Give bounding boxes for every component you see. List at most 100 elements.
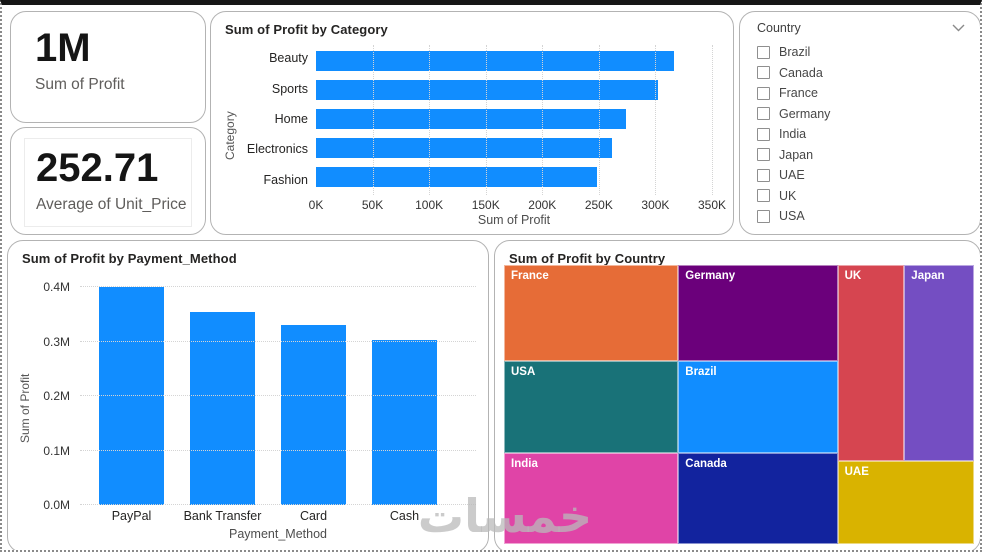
- treemap-tile-germany[interactable]: Germany: [678, 265, 838, 361]
- slicer-item-label: Brazil: [779, 45, 811, 60]
- checkbox-icon[interactable]: [757, 168, 770, 182]
- slicer-item-label: Germany: [779, 106, 831, 121]
- chart-profit-by-category: Sum of Profit by Category Category Beaut…: [210, 11, 734, 235]
- column-cash[interactable]: [371, 340, 438, 505]
- x-tick-label: 0K: [308, 198, 324, 212]
- kpi-value: 252.71: [36, 146, 159, 190]
- treemap-tile-india[interactable]: India: [504, 453, 679, 544]
- bar-home[interactable]: [316, 109, 626, 129]
- bar-electronics[interactable]: [316, 138, 613, 159]
- x-tick-label: 350K: [697, 198, 727, 212]
- gridline: [712, 45, 713, 195]
- y-tick-label: 0.4M: [43, 280, 70, 295]
- treemap-tile-label: India: [511, 458, 538, 471]
- checkbox-icon[interactable]: [757, 86, 770, 100]
- gridline: [655, 45, 657, 195]
- gridline: [80, 286, 476, 288]
- checkbox-icon[interactable]: [757, 209, 770, 223]
- checkbox-icon[interactable]: [757, 66, 770, 80]
- column-card[interactable]: [280, 325, 347, 505]
- gridline: [598, 45, 600, 195]
- gridline: [485, 45, 487, 195]
- gridline: [80, 449, 476, 451]
- checkbox-icon[interactable]: [757, 127, 770, 141]
- checkbox-icon[interactable]: [757, 45, 770, 59]
- slicer-item-label: USA: [779, 209, 805, 224]
- category-label: Electronics: [246, 142, 308, 157]
- card-average-unit-price: 252.71 Average of Unit_Price: [10, 127, 206, 235]
- x-tick-label: 200K: [528, 198, 557, 212]
- y-tick-label: 0.0M: [43, 498, 70, 512]
- slicer-item-germany[interactable]: Germany: [757, 104, 980, 125]
- x-tick-label: 50K: [361, 198, 384, 212]
- slicer-item-japan[interactable]: Japan: [757, 145, 980, 166]
- slicer-item-india[interactable]: India: [757, 124, 980, 145]
- slicer-item-brazil[interactable]: Brazil: [757, 42, 980, 63]
- treemap-tile-uk[interactable]: UK: [837, 265, 905, 461]
- gridline: [80, 504, 476, 505]
- treemap-area: France Germany UK Japan USA Brazil India Canada…: [504, 265, 974, 544]
- slicer-item-label: France: [779, 86, 818, 101]
- category-label: Fashion: [263, 172, 308, 187]
- category-label: Bank Transfer: [183, 509, 262, 523]
- slicer-title: Country: [757, 21, 801, 35]
- slicer-item-label: Japan: [779, 147, 814, 162]
- slicer-item-uk[interactable]: UK: [757, 186, 980, 207]
- treemap-tile-uae[interactable]: UAE: [837, 460, 974, 544]
- slicer-item-uae[interactable]: UAE: [757, 165, 980, 186]
- category-label: Card: [299, 509, 328, 523]
- slicer-item-usa[interactable]: USA: [757, 206, 980, 227]
- category-label: Beauty: [269, 51, 308, 66]
- x-tick-label: 150K: [471, 198, 500, 212]
- treemap-tile-brazil[interactable]: Brazil: [678, 360, 838, 454]
- treemap-tile-usa[interactable]: USA: [504, 360, 679, 454]
- treemap-tile-label: Germany: [685, 270, 736, 282]
- gridline: [429, 45, 431, 195]
- treemap-tile-japan[interactable]: Japan: [904, 265, 974, 461]
- treemap-tile-label: Canada: [685, 458, 727, 471]
- bar-beauty[interactable]: [316, 50, 674, 71]
- treemap-tile-france[interactable]: France: [504, 265, 679, 361]
- chevron-down-icon[interactable]: [952, 24, 965, 32]
- slicer-item-france[interactable]: France: [757, 83, 980, 104]
- checkbox-icon[interactable]: [757, 148, 770, 162]
- gridline: [372, 45, 374, 195]
- chart-profit-by-payment-method: Sum of Profit by Payment_Method Sum of P…: [7, 240, 489, 550]
- bar-fashion[interactable]: [316, 167, 597, 188]
- slicer-country: Country Brazil Canada France Germany India Ja…: [739, 11, 980, 235]
- category-label: Cash: [389, 509, 420, 523]
- slicer-item-label: UAE: [779, 168, 805, 183]
- gridline: [80, 395, 476, 397]
- category-label: Sports: [271, 81, 308, 96]
- x-tick-label: 100K: [415, 198, 444, 212]
- x-axis-title: Sum of Profit: [477, 213, 551, 227]
- bar-sports[interactable]: [316, 79, 658, 100]
- gridline: [542, 45, 544, 195]
- x-tick-label: 300K: [641, 198, 670, 212]
- column-bank-transfer[interactable]: [189, 311, 256, 505]
- y-tick-label: 0.1M: [43, 443, 70, 458]
- category-label: PayPal: [111, 509, 152, 523]
- y-axis-title: Category: [223, 111, 237, 161]
- treemap-tile-label: UAE: [844, 465, 869, 478]
- chart-title: Sum of Profit by Country: [509, 251, 666, 266]
- treemap-tile-canada[interactable]: Canada: [678, 453, 838, 544]
- gridline: [80, 340, 476, 342]
- slicer-item-canada[interactable]: Canada: [757, 63, 980, 84]
- y-tick-label: 0.3M: [43, 334, 70, 349]
- treemap-tile-label: France: [511, 270, 549, 282]
- kpi-value: 1M: [35, 26, 91, 70]
- slicer-item-label: India: [779, 127, 807, 142]
- checkbox-icon[interactable]: [757, 107, 770, 121]
- chart-title: Sum of Profit by Category: [225, 22, 388, 37]
- category-label: Home: [274, 112, 308, 127]
- y-axis-title: Sum of Profit: [18, 373, 32, 443]
- checkbox-icon[interactable]: [757, 189, 770, 203]
- plot-area: [316, 43, 713, 195]
- kpi-inner-frame: 252.71 Average of Unit_Price: [24, 138, 192, 227]
- y-tick-label: 0.2M: [43, 389, 70, 404]
- kpi-label: Average of Unit_Price: [36, 196, 187, 213]
- x-axis-title: Payment_Method: [229, 527, 327, 541]
- plot-area: [80, 271, 476, 505]
